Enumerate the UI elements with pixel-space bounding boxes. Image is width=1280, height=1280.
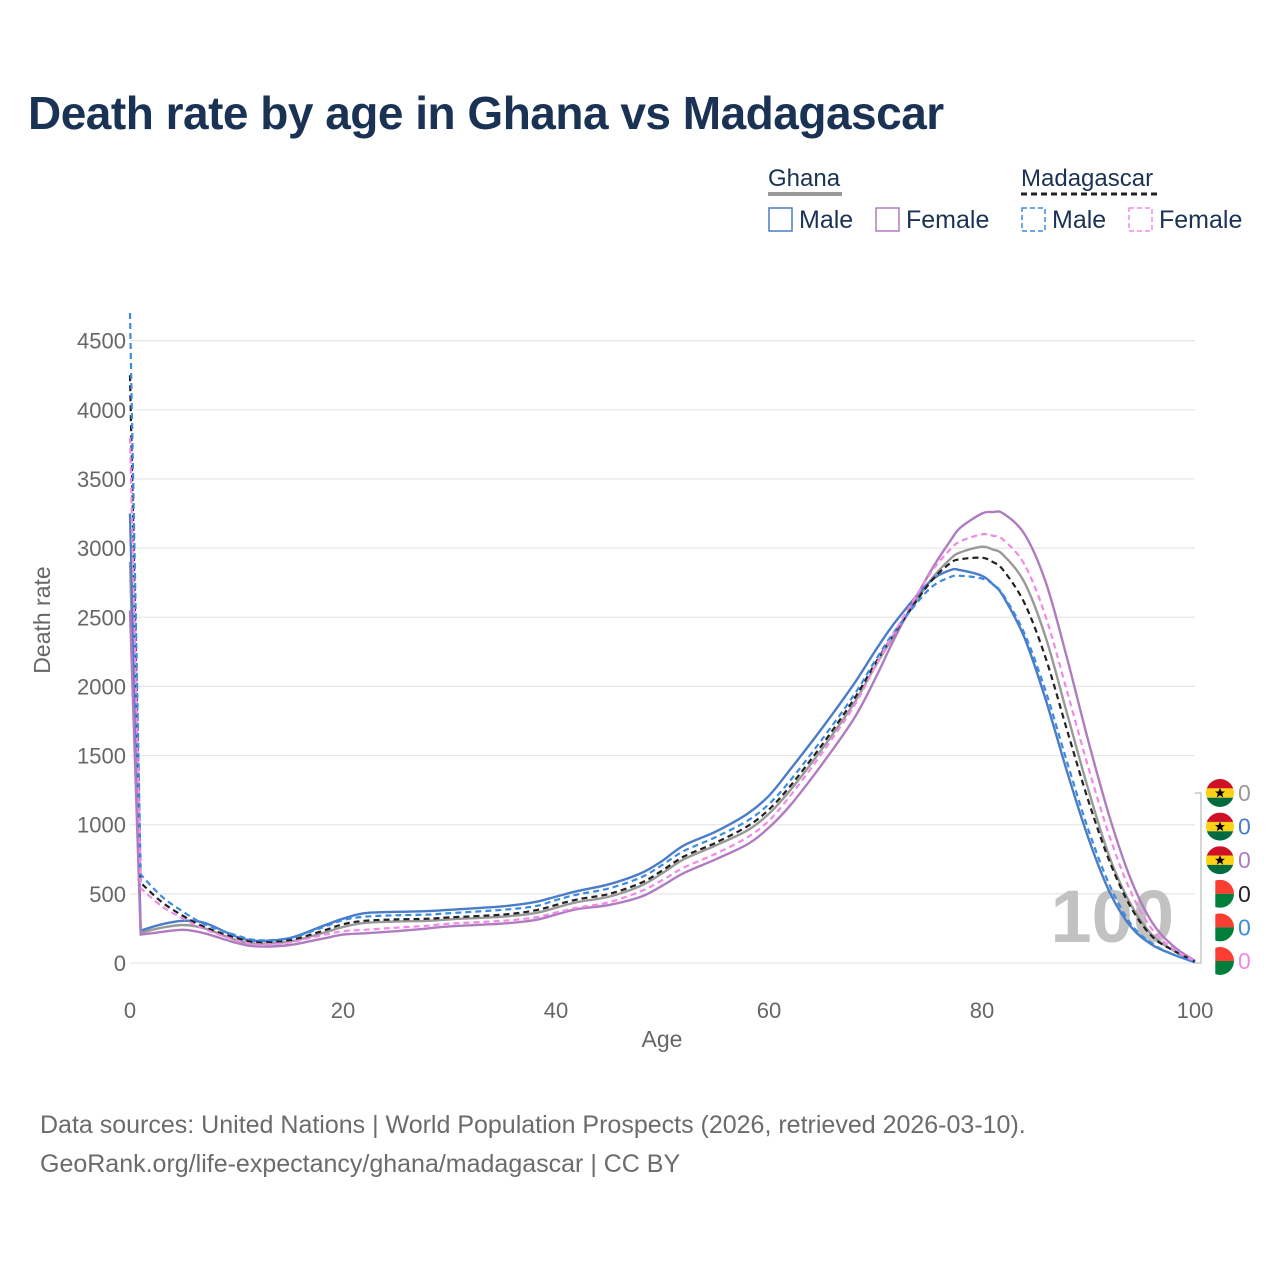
- legend-swatch-madagascar-female: [1128, 207, 1153, 232]
- y-tick-label: 1500: [77, 744, 126, 769]
- legend-swatch-ghana-male: [768, 207, 793, 232]
- series-lines: [128, 312, 1196, 964]
- end-label-madagascar-5: 0: [1206, 947, 1251, 975]
- ghana-flag-icon: [1206, 812, 1234, 841]
- legend-label-madagascar-female: Female: [1159, 206, 1242, 234]
- madagascar-flag-icon: [1206, 947, 1234, 975]
- ghana-flag-icon: [1206, 846, 1234, 875]
- source-line-2[interactable]: GeoRank.org/life-expectancy/ghana/madaga…: [40, 1150, 681, 1178]
- end-label-madagascar-3: 0: [1206, 879, 1251, 908]
- y-tick-label: 2000: [77, 674, 126, 699]
- x-tick-label: 0: [124, 998, 136, 1023]
- y-tick-label: 0: [114, 951, 126, 976]
- page-title: Death rate by age in Ghana vs Madagascar: [28, 87, 944, 139]
- series-line-madagascar-total[interactable]: [128, 375, 1196, 963]
- end-label-value: 0: [1238, 914, 1251, 940]
- y-tick-label: 3000: [77, 536, 126, 561]
- madagascar-flag-icon: [1206, 913, 1234, 942]
- x-axis-label: Age: [642, 1026, 683, 1052]
- end-label-value: 0: [1238, 780, 1251, 806]
- legend-swatch-ghana-female: [875, 207, 900, 232]
- end-label-ghana-1: 0: [1206, 812, 1251, 841]
- grid: [130, 340, 1195, 964]
- series-line-madagascar-female[interactable]: [128, 437, 1196, 963]
- legend-swatch-madagascar-male: [1021, 207, 1046, 232]
- legend-label-ghana-male: Male: [799, 206, 853, 234]
- end-label-value: 0: [1238, 814, 1251, 840]
- x-tick-label: 100: [1177, 998, 1214, 1023]
- series-line-ghana-total[interactable]: [128, 545, 1196, 963]
- series-line-ghana-male[interactable]: [128, 513, 1196, 964]
- legend-group-ghana[interactable]: Ghana Male Female: [768, 165, 989, 234]
- y-tick-label: 4500: [77, 329, 126, 354]
- x-tick-label: 20: [331, 998, 355, 1023]
- end-labels: 0 0 0 0 0 0: [1195, 779, 1251, 975]
- end-label-bracket: [1195, 792, 1202, 964]
- x-tick-label: 80: [970, 998, 994, 1023]
- y-tick-label: 500: [89, 882, 126, 907]
- y-tick-label: 4000: [77, 398, 126, 423]
- legend-country-ghana: Ghana: [768, 165, 841, 192]
- series-line-madagascar-male[interactable]: [128, 312, 1196, 964]
- source-line-1: Data sources: United Nations | World Pop…: [40, 1111, 1026, 1139]
- end-label-ghana-0: 0: [1206, 779, 1251, 807]
- series-line-ghana-female[interactable]: [128, 510, 1196, 962]
- y-tick-label: 1000: [77, 813, 126, 838]
- x-axis-ticks: 0 20 40 60 80 100: [124, 998, 1213, 1023]
- y-axis-label: Death rate: [29, 566, 55, 673]
- ghana-flag-icon: [1206, 779, 1234, 807]
- end-label-ghana-2: 0: [1206, 846, 1251, 875]
- legend-group-madagascar[interactable]: Madagascar Male Female: [1021, 165, 1242, 234]
- x-tick-label: 40: [544, 998, 568, 1023]
- y-tick-label: 2500: [77, 605, 126, 630]
- legend-label-madagascar-male: Male: [1052, 206, 1106, 234]
- y-axis-ticks: 0 500 1000 1500 2000 2500 3000 3500 4000 4500: [77, 329, 126, 976]
- madagascar-flag-icon: [1206, 879, 1234, 908]
- legend: Ghana Male Female Madagascar Male Female: [768, 165, 1242, 234]
- end-label-value: 0: [1238, 881, 1251, 907]
- legend-label-ghana-female: Female: [906, 206, 989, 234]
- source-note: Data sources: United Nations | World Pop…: [40, 1106, 1026, 1184]
- end-label-value: 0: [1238, 948, 1251, 974]
- y-tick-label: 3500: [77, 467, 126, 492]
- end-label-value: 0: [1238, 847, 1251, 873]
- legend-country-madagascar: Madagascar: [1021, 165, 1153, 192]
- end-label-madagascar-4: 0: [1206, 913, 1251, 942]
- x-tick-label: 60: [757, 998, 781, 1023]
